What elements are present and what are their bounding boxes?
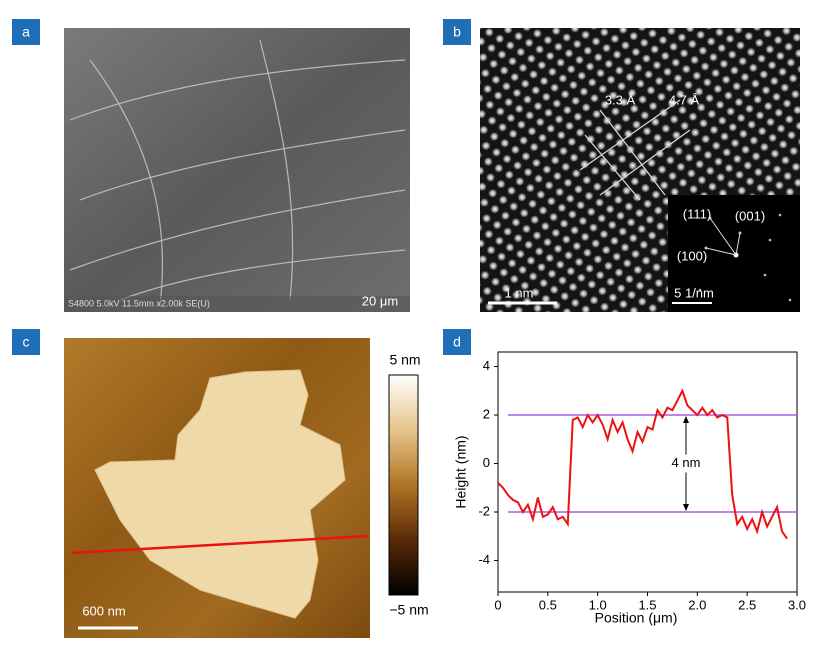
- spot-label: (111): [683, 206, 711, 221]
- x-tick-label: 1.5: [638, 597, 656, 612]
- colorbar-min: −5 nm: [389, 602, 428, 618]
- sem-image: [64, 28, 410, 312]
- profile-line: [71, 534, 369, 555]
- fft-vectors: [705, 217, 741, 256]
- scale-bar-label: 5 1/nm: [674, 285, 714, 300]
- sem-edges: [69, 39, 406, 306]
- y-tick-label: -2: [478, 503, 490, 518]
- panel-label-box: [12, 19, 40, 45]
- x-tick-label: 2.5: [738, 597, 756, 612]
- y-tick-label: 0: [483, 455, 490, 470]
- sem-info: S4800 5.0kV 11.5mm x2.00k SE(U): [68, 298, 210, 308]
- x-tick-label: 0.5: [539, 597, 557, 612]
- spacing-label: 4.7 Å: [669, 92, 700, 107]
- y-tick-label: -4: [478, 552, 490, 567]
- scale-bar-label: 20 μm: [362, 293, 398, 308]
- spot-label: (100): [677, 248, 707, 263]
- scale-bar-label: 600 nm: [82, 603, 125, 618]
- panel-label-box: [443, 329, 471, 355]
- spot-label: (001): [735, 208, 765, 223]
- panel-label: b: [453, 24, 461, 40]
- x-tick-label: 3.0: [788, 597, 806, 612]
- panel-label: a: [22, 24, 30, 40]
- x-tick-label: 0: [494, 597, 501, 612]
- arrow-head: [683, 416, 689, 424]
- panel-label: c: [23, 334, 30, 350]
- panel-label-box: [12, 329, 40, 355]
- x-tick-label: 1.0: [589, 597, 607, 612]
- panel-label: d: [453, 334, 461, 350]
- y-axis-label: Height (nm): [453, 435, 469, 508]
- arrow-head: [683, 504, 689, 511]
- flake: [94, 369, 346, 619]
- annotation-bg: [666, 454, 706, 473]
- y-tick-label: 4: [483, 358, 490, 373]
- data-line: [497, 388, 788, 540]
- annotation: 4 nm: [672, 455, 701, 470]
- y-tick-label: 2: [483, 406, 490, 421]
- plot-frame: [497, 351, 798, 593]
- colorbar: [388, 374, 419, 596]
- x-tick-label: 2.0: [688, 597, 706, 612]
- lattice-lines: [579, 99, 691, 201]
- sem-info-bar: [64, 296, 410, 312]
- colorbar-max: 5 nm: [389, 352, 420, 368]
- spacing-label: 3.3 Å: [605, 92, 636, 107]
- panel-label-box: [443, 19, 471, 45]
- scale-bar-label: 1 nm: [505, 285, 534, 300]
- x-axis-label: Position (μm): [595, 610, 678, 626]
